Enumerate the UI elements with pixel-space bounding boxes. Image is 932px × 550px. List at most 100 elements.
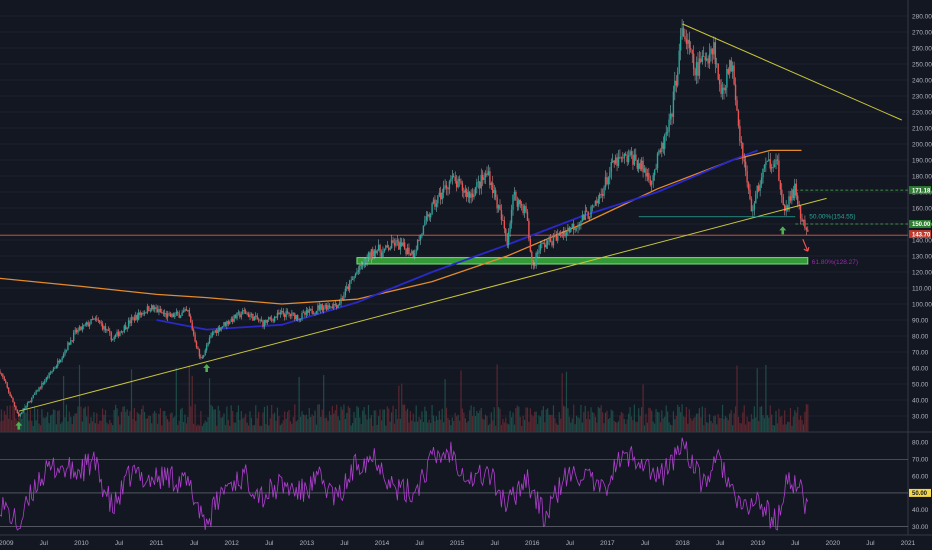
volume-bar xyxy=(190,406,192,432)
candle-body xyxy=(573,223,575,230)
candle-body xyxy=(386,245,388,248)
candle-body xyxy=(331,306,334,309)
volume-bar xyxy=(630,416,633,432)
volume-bar xyxy=(596,422,598,432)
volume-bar xyxy=(104,410,107,432)
candle-body xyxy=(453,175,455,178)
volume-bar xyxy=(359,417,361,432)
candle-body xyxy=(671,113,673,117)
volume-bar xyxy=(577,417,579,432)
candle-body xyxy=(606,177,608,185)
candle-body xyxy=(775,159,777,165)
candle-body xyxy=(412,250,414,258)
volume-bar xyxy=(278,416,280,432)
volume-bar xyxy=(266,405,268,432)
candle-body xyxy=(405,248,407,255)
time-tick-label: 2016 xyxy=(525,540,540,547)
volume-bar xyxy=(366,419,368,432)
candle-body xyxy=(305,310,308,315)
candle-body xyxy=(593,205,595,207)
volume-bar xyxy=(508,424,510,432)
volume-bar xyxy=(191,375,193,432)
volume-bar xyxy=(42,417,44,432)
volume-bar xyxy=(135,420,137,432)
price-tick-label: 40.00 xyxy=(912,397,929,404)
volume-bar xyxy=(343,404,345,432)
candle-body xyxy=(136,314,138,320)
candle-body xyxy=(626,155,628,162)
volume-bar xyxy=(51,414,53,432)
volume-bar xyxy=(22,407,24,432)
volume-bar xyxy=(308,408,310,432)
volume-bar xyxy=(730,410,732,432)
volume-bar xyxy=(86,416,88,432)
volume-bar xyxy=(444,379,446,432)
candle-body xyxy=(646,172,649,177)
volume-bar xyxy=(289,421,292,432)
volume-bar xyxy=(782,424,784,432)
volume-bar xyxy=(700,417,702,432)
candle-body xyxy=(161,312,163,313)
time-tick-label: Jul xyxy=(415,540,424,547)
candle-body xyxy=(309,308,312,310)
volume-bar xyxy=(360,423,362,432)
volume-bar xyxy=(470,405,472,432)
candle-body xyxy=(65,350,68,351)
candle-body xyxy=(494,190,497,198)
volume-bar xyxy=(273,412,276,432)
candle-body xyxy=(10,396,13,399)
candle-body xyxy=(168,313,170,315)
volume-bar xyxy=(141,409,143,432)
volume-bar xyxy=(292,417,294,432)
volume-bar xyxy=(438,410,440,432)
candle-body xyxy=(652,175,654,181)
candle-body xyxy=(317,305,319,311)
price-tick-label: 210.00 xyxy=(912,125,932,132)
candle-body xyxy=(625,154,627,156)
volume-bar xyxy=(341,409,344,432)
candle-body xyxy=(220,327,222,331)
volume-bar xyxy=(422,421,425,432)
volume-bar xyxy=(723,419,725,432)
candle-body xyxy=(281,310,283,313)
volume-bar xyxy=(271,404,273,432)
volume-bar xyxy=(681,404,683,432)
volume-bar xyxy=(654,423,656,432)
candle-body xyxy=(555,235,558,241)
volume-bar xyxy=(106,422,108,432)
candle-body xyxy=(307,310,309,313)
volume-bar xyxy=(318,404,320,432)
volume-bar xyxy=(685,407,688,432)
candle-body xyxy=(717,63,719,80)
volume-bar xyxy=(268,425,270,432)
volume-bar xyxy=(432,415,435,432)
volume-bar xyxy=(733,413,735,432)
time-axis: 2009 Jul 2010 Jul 2011 Jul 2012 Jul 2013 Jul 2014 J… xyxy=(0,540,916,547)
volume-bar xyxy=(565,371,568,432)
volume-bar xyxy=(435,416,438,432)
candle-body xyxy=(804,219,806,228)
candle-body xyxy=(497,205,500,209)
candle-body xyxy=(272,319,274,322)
candle-body xyxy=(7,387,10,393)
candle-body xyxy=(373,250,375,257)
candle-body xyxy=(519,199,521,205)
candle-body xyxy=(159,308,162,313)
candle-body xyxy=(244,310,247,314)
candle-body xyxy=(191,322,193,330)
volume-bar xyxy=(568,416,570,432)
volume-bar xyxy=(117,416,120,432)
volume-bar xyxy=(38,423,40,432)
candle-body xyxy=(242,310,244,315)
volume-bar xyxy=(726,417,728,432)
candle-body xyxy=(269,317,271,319)
candle-body xyxy=(135,314,137,321)
volume-bar xyxy=(531,414,533,432)
candle-body xyxy=(704,56,706,61)
fib-level-label: 61.80%(128.27) xyxy=(812,259,858,266)
candle-body xyxy=(509,223,511,232)
candle-body xyxy=(515,191,517,201)
candle-body xyxy=(49,372,52,374)
volume-bar xyxy=(693,418,695,432)
